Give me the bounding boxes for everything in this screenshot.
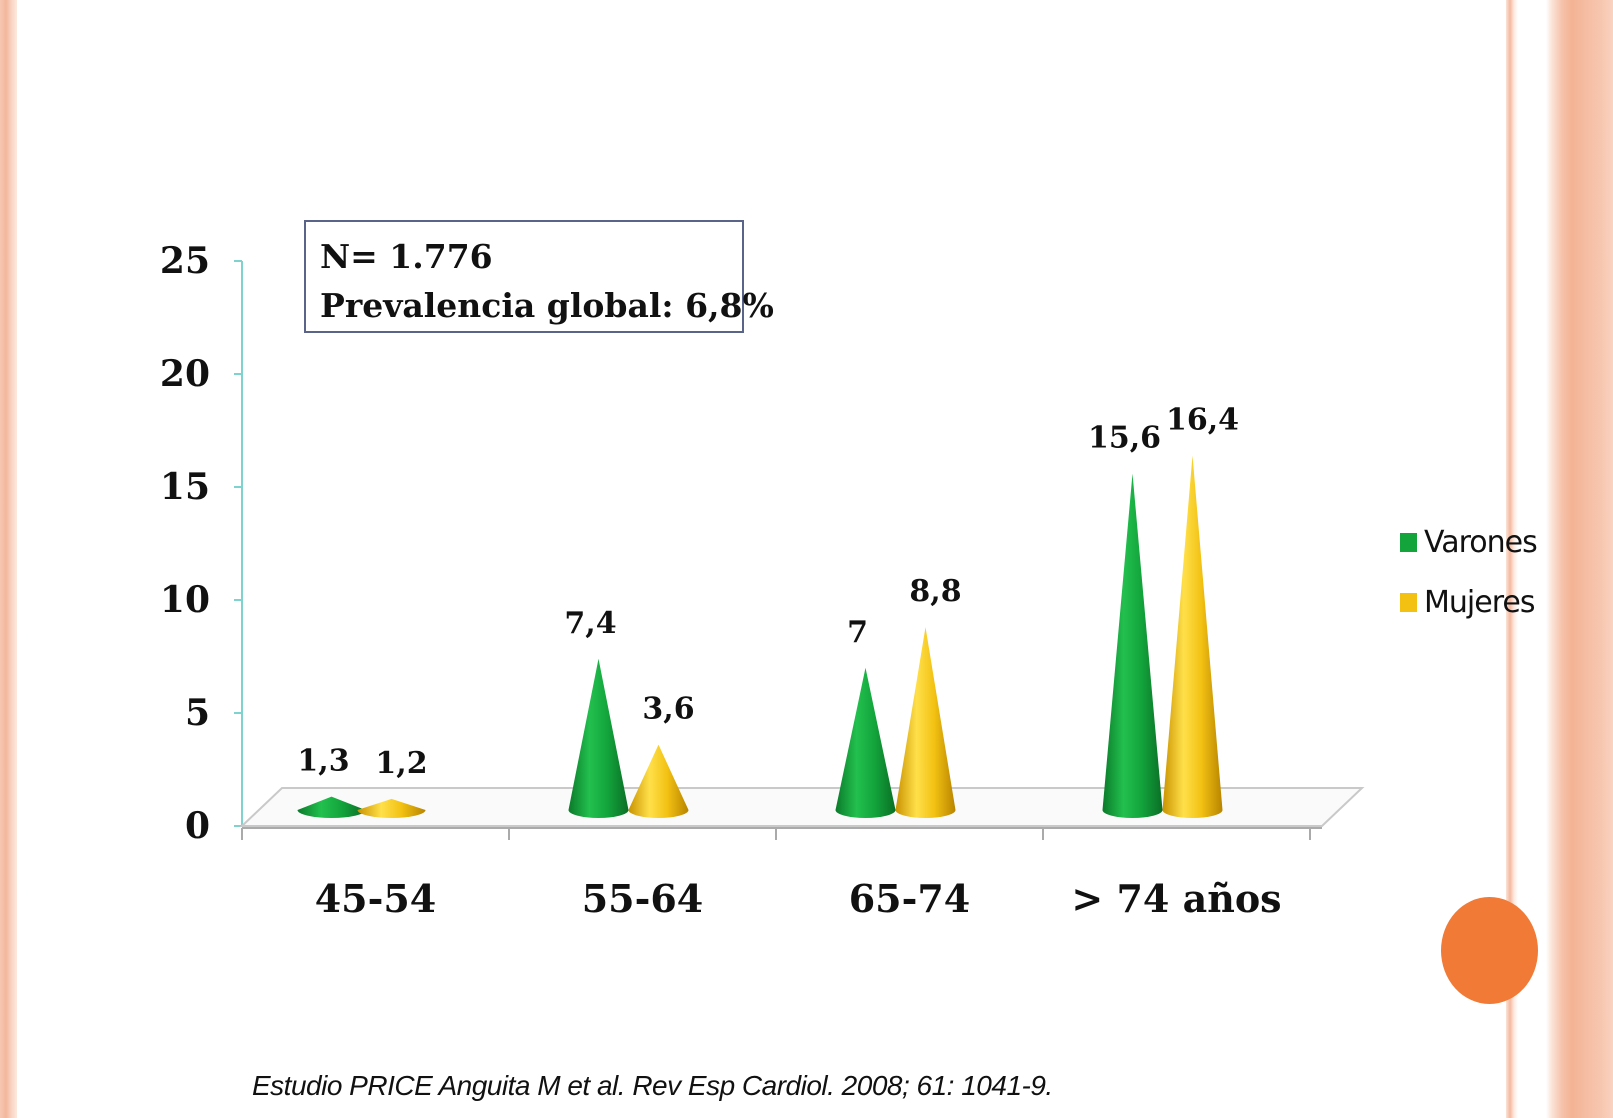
legend-swatch-varones [1400, 532, 1417, 552]
data-label: 7,4 [564, 606, 616, 641]
data-label: 8,8 [909, 574, 961, 609]
cone-varones [568, 658, 629, 818]
data-label: 15,6 [1088, 420, 1161, 455]
legend-item-mujeres: Mujeres [1400, 572, 1537, 632]
cones [297, 455, 1223, 818]
x-category-label: 55-64 [582, 876, 704, 921]
data-label: 16,4 [1166, 402, 1239, 437]
info-sample-size: N= 1.776 [320, 237, 493, 276]
cone-mujeres [357, 798, 426, 818]
x-category-label: > 74 años [1071, 876, 1281, 921]
labels: 45-54 55-64 65-74 > 74 años 1,3 7,4 7 15,6 1,2 3,… [297, 402, 1281, 921]
legend-item-varones: Varones [1400, 512, 1538, 572]
y-tick-label: 10 [160, 579, 210, 621]
orange-dot-decoration [1441, 897, 1538, 1004]
legend: Varones Mujeres [1400, 512, 1538, 632]
y-tick-label: 15 [160, 466, 210, 508]
legend-label-varones: Varones [1424, 524, 1538, 560]
chart-floor [239, 787, 1365, 840]
cone-varones [297, 796, 366, 818]
left-decorative-border [0, 0, 17, 1118]
axes: 0 5 10 15 20 25 [160, 240, 243, 847]
data-label: 1,3 [297, 744, 349, 779]
x-category-label: 65-74 [849, 876, 971, 921]
y-tick-label: 25 [160, 240, 210, 282]
cone-mujeres [895, 627, 956, 818]
y-tick-label: 5 [185, 692, 210, 734]
cone-mujeres [1162, 455, 1223, 818]
legend-swatch-mujeres [1400, 592, 1417, 612]
info-global-prevalence: Prevalencia global: 6,8% [320, 286, 774, 325]
data-label: 7 [847, 615, 868, 650]
y-tick-label: 0 [185, 805, 210, 847]
y-tick-label: 20 [160, 353, 210, 395]
info-box: N= 1.776 Prevalencia global: 6,8% [304, 220, 774, 333]
citation: Estudio PRICE Anguita M et al. Rev Esp C… [252, 1070, 1053, 1101]
floor-plane [239, 787, 1365, 827]
cone-varones [1102, 473, 1163, 818]
cone-mujeres [628, 744, 689, 818]
cone-varones [835, 667, 896, 818]
x-category-label: 45-54 [315, 876, 437, 921]
data-label: 1,2 [375, 746, 427, 781]
legend-label-mujeres: Mujeres [1424, 584, 1535, 620]
data-label: 3,6 [642, 692, 694, 727]
